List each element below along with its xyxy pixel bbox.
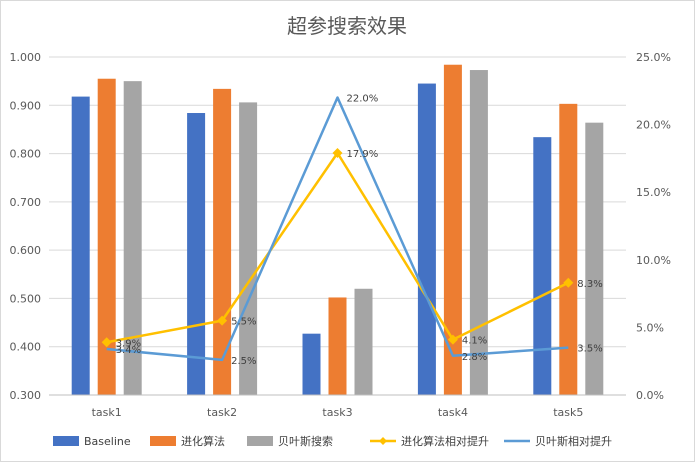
left-tick-label: 0.600 — [10, 244, 42, 257]
data-label: 2.5% — [231, 356, 256, 367]
x-tick-label: task4 — [438, 406, 468, 419]
line-marker — [217, 315, 228, 326]
bar-series-group — [71, 64, 604, 396]
bar — [417, 83, 436, 396]
line-marker — [101, 337, 112, 348]
left-tick-label: 0.400 — [10, 341, 42, 354]
data-label: 3.5% — [577, 344, 602, 355]
x-tick-label: task2 — [207, 406, 237, 419]
x-tick-label: task3 — [322, 406, 352, 419]
bar — [302, 333, 321, 395]
bar — [123, 81, 142, 396]
data-label: 8.3% — [577, 279, 602, 290]
left-tick-label: 0.700 — [10, 196, 42, 209]
right-tick-label: 10.0% — [636, 254, 671, 267]
line-marker — [447, 334, 458, 345]
left-tick-label: 1.000 — [10, 51, 42, 64]
right-tick-label: 25.0% — [636, 51, 671, 64]
x-tick-label: task5 — [553, 406, 583, 419]
right-tick-label: 5.0% — [636, 321, 664, 334]
bar — [469, 70, 488, 395]
legend-label: 贝叶斯搜索 — [278, 434, 333, 448]
legend-swatch — [247, 436, 273, 446]
data-label: 4.1% — [462, 336, 487, 347]
x-tick-label: task1 — [92, 406, 122, 419]
left-tick-label: 0.500 — [10, 292, 42, 305]
data-label: 2.8% — [462, 352, 487, 363]
data-label: 3.4% — [116, 345, 141, 356]
bar — [443, 64, 462, 396]
bar — [328, 297, 347, 395]
line-series-group — [101, 96, 574, 362]
legend-swatch — [150, 436, 176, 446]
legend-marker — [379, 437, 387, 445]
right-tick-label: 15.0% — [636, 186, 671, 199]
data-label: 5.5% — [231, 317, 256, 328]
left-axis: 0.300 0.400 0.500 0.600 0.700 0.800 0.900 1.000 — [10, 51, 42, 402]
bar — [187, 113, 206, 396]
legend-label: 进化算法 — [181, 434, 225, 448]
left-tick-label: 0.300 — [10, 389, 42, 402]
legend-swatch — [53, 436, 79, 446]
legend[interactable]: Baseline 进化算法 贝叶斯搜索 进化算法相对提升 贝叶斯相对提升 — [53, 434, 612, 448]
data-label: 17.9% — [347, 149, 379, 160]
chart-title: 超参搜索效果 — [287, 14, 407, 38]
line-marker — [563, 277, 574, 288]
data-labels-group: 3.9% 5.5% 17.9% 4.1% 8.3% 3.4% 2.5% 22.0% 2.8% 3.… — [116, 94, 603, 367]
bar — [559, 103, 578, 395]
bar — [533, 137, 552, 395]
legend-label: Baseline — [84, 435, 131, 448]
bar — [97, 78, 116, 395]
data-label: 3.9% — [116, 338, 141, 349]
line-marker — [332, 147, 343, 158]
legend-label: 贝叶斯相对提升 — [535, 434, 612, 448]
right-tick-label: 20.0% — [636, 119, 671, 132]
bar — [239, 102, 258, 395]
series-line — [106, 96, 569, 362]
data-label: 22.0% — [347, 94, 379, 105]
bar — [213, 88, 232, 396]
x-axis: task1 task2 task3 task4 task5 — [49, 394, 626, 419]
right-tick-label: 0.0% — [636, 389, 664, 402]
bar — [71, 96, 90, 395]
bar — [354, 288, 373, 395]
left-tick-label: 0.800 — [10, 148, 42, 161]
bar — [585, 122, 604, 395]
legend-label: 进化算法相对提升 — [401, 434, 489, 448]
left-tick-label: 0.900 — [10, 99, 42, 112]
right-axis: 0.0% 5.0% 10.0% 15.0% 20.0% 25.0% — [636, 51, 671, 402]
